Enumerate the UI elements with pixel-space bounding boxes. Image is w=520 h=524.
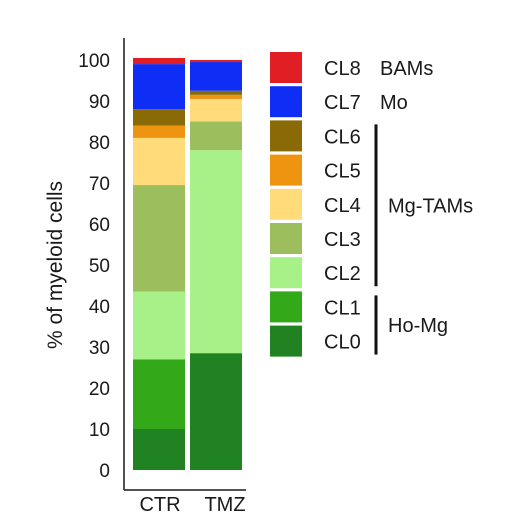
y-tick-label: 80 bbox=[89, 133, 110, 154]
legend-label: CL5 bbox=[324, 161, 361, 183]
bar-segment-cl1-ctr bbox=[133, 359, 185, 429]
y-axis-title: % of myeloid cells bbox=[44, 181, 67, 349]
legend-label: CL3 bbox=[324, 229, 361, 251]
y-tick-label: 20 bbox=[89, 379, 110, 400]
y-tick-label: 30 bbox=[89, 338, 110, 359]
bar-segment-cl8-ctr bbox=[133, 57, 185, 65]
bar-segment-cl6-ctr bbox=[133, 109, 185, 126]
bars bbox=[133, 57, 242, 470]
legend-swatch bbox=[270, 223, 302, 254]
bar-segment-cl4-tmz bbox=[190, 98, 242, 122]
legend-item-cl1: CL1 bbox=[270, 291, 361, 323]
legend-label: CL2 bbox=[324, 263, 361, 285]
bar-segment-cl5-tmz bbox=[190, 94, 242, 99]
legend-label: CL1 bbox=[324, 297, 361, 319]
legend-group-mg-tams: Mg-TAMs bbox=[374, 124, 473, 287]
bar-segment-cl7-tmz bbox=[190, 62, 242, 91]
bar-segment-cl2-tmz bbox=[190, 150, 242, 354]
bar-segment-cl5-ctr bbox=[133, 125, 185, 138]
legend-swatch bbox=[270, 188, 302, 220]
x-category-label: CTR bbox=[139, 494, 180, 516]
legend-label: CL6 bbox=[324, 126, 361, 148]
legend-label: CL7 bbox=[324, 92, 361, 114]
x-category-label: TMZ bbox=[204, 494, 245, 516]
legend-item-cl5: CL5 bbox=[270, 154, 361, 186]
y-tick-label: 60 bbox=[89, 215, 110, 236]
legend-swatch bbox=[270, 325, 302, 357]
bar-segment-cl2-ctr bbox=[133, 291, 185, 360]
y-tick-label: 90 bbox=[89, 92, 110, 113]
legend-item-cl8: CL8 bbox=[270, 52, 361, 83]
group-label: Ho-Mg bbox=[388, 315, 448, 337]
bar-stack-tmz bbox=[190, 60, 242, 470]
y-tick-label: 10 bbox=[89, 420, 110, 441]
y-tick-label: 100 bbox=[78, 51, 110, 72]
legend-item-cl4: CL4 bbox=[270, 188, 361, 220]
bar-segment-cl0-tmz bbox=[190, 353, 242, 470]
y-tick-label: 70 bbox=[89, 174, 110, 195]
bar-segment-cl4-ctr bbox=[133, 137, 185, 186]
y-tick-label: 40 bbox=[89, 297, 110, 318]
legend-label: CL0 bbox=[324, 332, 361, 354]
bar-segment-cl3-ctr bbox=[133, 185, 185, 292]
bar-stack-ctr bbox=[133, 57, 185, 470]
bar-segment-cl6-tmz bbox=[190, 90, 242, 95]
legend-label: CL4 bbox=[324, 195, 361, 217]
bar-segment-cl7-ctr bbox=[133, 64, 185, 110]
legend-group-bams: BAMs bbox=[380, 58, 433, 80]
legend-item-cl3: CL3 bbox=[270, 223, 361, 254]
legend-swatch bbox=[270, 120, 302, 152]
legend-group-mo: Mo bbox=[380, 92, 408, 114]
y-axis: 0 10 20 30 40 50 60 70 80 90 100 bbox=[78, 38, 125, 490]
y-tick-label: 0 bbox=[99, 461, 110, 482]
x-axis: CTR TMZ bbox=[124, 489, 246, 516]
legend-group-ho-mg: Ho-Mg bbox=[374, 295, 448, 355]
bar-segment-cl3-tmz bbox=[190, 121, 242, 151]
legend-swatch bbox=[270, 52, 302, 83]
legend-item-cl7: CL7 bbox=[270, 86, 361, 118]
legend-swatch bbox=[270, 257, 302, 289]
bar-segment-cl8-tmz bbox=[190, 60, 242, 63]
legend-item-cl0: CL0 bbox=[270, 325, 361, 357]
bar-segment-cl0-ctr bbox=[133, 429, 185, 470]
legend-label: CL8 bbox=[324, 58, 361, 80]
legend-swatch bbox=[270, 154, 302, 186]
legend: CL8 CL7 CL6 CL5 CL4 CL3 CL2 CL1 CL0 BAMs Mo Mg-TAMs… bbox=[270, 52, 473, 357]
legend-swatch bbox=[270, 86, 302, 118]
legend-swatch bbox=[270, 291, 302, 323]
legend-item-cl6: CL6 bbox=[270, 120, 361, 152]
y-tick-label: 50 bbox=[89, 256, 110, 277]
group-label: Mg-TAMs bbox=[388, 195, 473, 217]
group-label: Mo bbox=[380, 92, 408, 114]
legend-item-cl2: CL2 bbox=[270, 257, 361, 289]
group-label: BAMs bbox=[380, 58, 433, 80]
